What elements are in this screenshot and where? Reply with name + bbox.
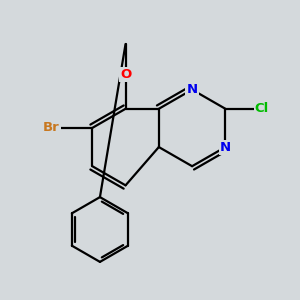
Text: N: N	[187, 83, 198, 96]
Text: Cl: Cl	[255, 102, 269, 115]
Text: O: O	[120, 68, 131, 81]
Text: N: N	[220, 141, 231, 154]
Text: Br: Br	[43, 122, 60, 134]
